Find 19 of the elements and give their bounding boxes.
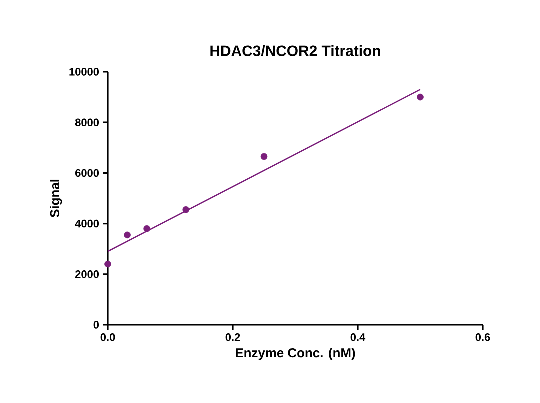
point [260,153,268,160]
point [124,232,131,239]
x-axis-title: Enzyme Conc. (nM) [236,348,356,360]
y-axis-title: Signal [50,180,62,218]
x-tick-label: 0.6 [476,334,490,342]
y-tick-label: 2000 [75,270,100,278]
y-tick-label: 6000 [76,169,100,178]
point [182,206,190,214]
y-tick-label: 10000 [70,68,100,76]
y-tick-label: 8000 [75,118,100,126]
x-tick-label: 0.4 [350,334,366,342]
y-tick-label: 0 [94,321,100,329]
x-tick-label: 0.2 [226,334,240,342]
point [417,94,424,101]
point [104,260,112,268]
point [144,225,150,232]
chart-title: HDAC3/NCOR2 Titration [210,45,380,56]
y-tick-label: 4000 [75,220,100,228]
x-tick-label: 0.0 [100,334,116,342]
